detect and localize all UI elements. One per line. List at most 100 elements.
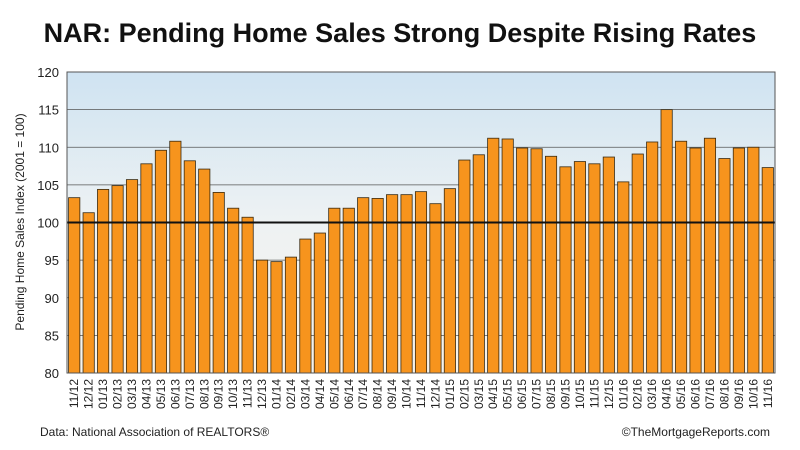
x-tick-label: 09/13 — [212, 379, 226, 409]
x-tick-label: 05/14 — [327, 379, 341, 409]
x-tick-label: 10/13 — [226, 379, 240, 409]
x-tick-label: 05/16 — [674, 379, 688, 409]
x-tick-label: 04/14 — [313, 379, 327, 409]
x-tick-label: 03/16 — [645, 379, 659, 409]
bar — [154, 149, 167, 374]
x-tick-label: 01/16 — [616, 379, 630, 409]
x-tick-label: 04/13 — [139, 379, 153, 409]
x-tick-label: 12/12 — [82, 379, 96, 409]
x-tick-label: 08/16 — [717, 379, 731, 409]
bar — [718, 158, 731, 374]
x-tick-label: 11/16 — [761, 379, 775, 408]
bar — [357, 197, 370, 374]
bar — [125, 179, 139, 374]
x-tick-label: 07/13 — [183, 379, 197, 409]
source: Data: National Association of REALTORS® — [40, 425, 269, 439]
bar — [458, 159, 471, 374]
bar — [646, 141, 659, 374]
bar — [241, 216, 254, 374]
bar — [342, 207, 355, 374]
bar — [82, 212, 95, 374]
bar — [747, 146, 760, 374]
x-tick-label: 03/13 — [125, 379, 139, 409]
y-tick-label: 105 — [37, 178, 59, 193]
bar — [588, 163, 601, 374]
x-tick-label: 07/16 — [703, 379, 717, 409]
x-tick-label: 09/14 — [385, 379, 399, 409]
x-tick-label: 10/15 — [573, 379, 587, 409]
bar — [501, 138, 514, 374]
bar — [111, 185, 124, 374]
bar — [256, 259, 269, 374]
bar — [299, 238, 312, 374]
bar — [761, 167, 774, 374]
x-tick-label: 01/15 — [443, 379, 457, 409]
y-tick-label: 110 — [38, 140, 59, 155]
chart-title: NAR: Pending Home Sales Strong Despite R… — [44, 18, 757, 48]
bar — [284, 256, 297, 374]
bar — [270, 261, 283, 374]
x-tick-label: 12/15 — [602, 379, 616, 409]
y-tick-label: 100 — [37, 216, 59, 231]
bar — [617, 181, 630, 374]
bar — [602, 156, 615, 374]
x-tick-label: 11/14 — [414, 379, 428, 408]
bar — [414, 191, 428, 374]
x-tick-label: 09/16 — [732, 379, 746, 409]
bar — [169, 140, 182, 374]
x-tick-label: 07/14 — [356, 379, 370, 409]
x-tick-label: 01/13 — [96, 379, 110, 409]
bar — [400, 194, 413, 374]
bar — [97, 188, 110, 374]
credit: ©TheMortgageReports.com — [622, 425, 770, 439]
y-axis-label: Pending Home Sales Index (2001 = 100) — [13, 113, 27, 330]
bar — [487, 137, 500, 374]
bar — [313, 232, 326, 374]
x-tick-label: 02/13 — [111, 379, 125, 409]
bar — [429, 203, 442, 374]
y-tick-label: 115 — [38, 103, 59, 118]
y-tick-label: 85 — [45, 328, 59, 343]
x-tick-label: 04/16 — [660, 379, 674, 409]
x-tick-label: 12/13 — [255, 379, 269, 409]
bar — [68, 197, 81, 374]
bar — [631, 153, 644, 374]
x-tick-label: 11/13 — [241, 379, 255, 408]
bar — [559, 166, 572, 374]
x-tick-label: 06/13 — [168, 379, 182, 409]
y-tick-label: 80 — [45, 366, 59, 381]
x-tick-label: 06/14 — [342, 379, 356, 409]
x-tick-label: 04/15 — [486, 379, 500, 409]
bar — [443, 188, 456, 374]
bar — [212, 191, 225, 374]
x-tick-label: 08/15 — [544, 379, 558, 409]
plot-frame — [66, 71, 776, 374]
x-tick-label: 05/15 — [501, 379, 515, 409]
bar — [675, 140, 688, 374]
bar — [472, 154, 485, 374]
bar — [660, 109, 673, 374]
x-tick-label: 05/13 — [154, 379, 168, 409]
y-tick-label: 95 — [45, 253, 59, 268]
bar — [545, 155, 558, 374]
x-tick-label: 11/12 — [67, 379, 81, 408]
bar — [732, 147, 745, 374]
x-tick-label: 06/16 — [689, 379, 703, 409]
x-tick-label: 03/14 — [298, 379, 312, 409]
x-tick-label: 02/16 — [631, 379, 645, 409]
bar — [227, 207, 240, 374]
bar — [140, 163, 153, 374]
y-tick-label: 120 — [37, 65, 59, 80]
bar — [386, 194, 399, 374]
x-tick-label: 10/14 — [400, 379, 414, 409]
bar — [573, 161, 586, 374]
x-tick-label: 11/15 — [587, 379, 601, 408]
x-tick-label: 08/14 — [371, 379, 385, 409]
x-tick-label: 10/16 — [746, 379, 760, 409]
x-tick-label: 09/15 — [558, 379, 572, 409]
x-tick-label: 12/14 — [428, 379, 442, 409]
bar — [328, 207, 341, 374]
x-tick-label: 02/14 — [284, 379, 298, 409]
bar — [703, 137, 717, 374]
